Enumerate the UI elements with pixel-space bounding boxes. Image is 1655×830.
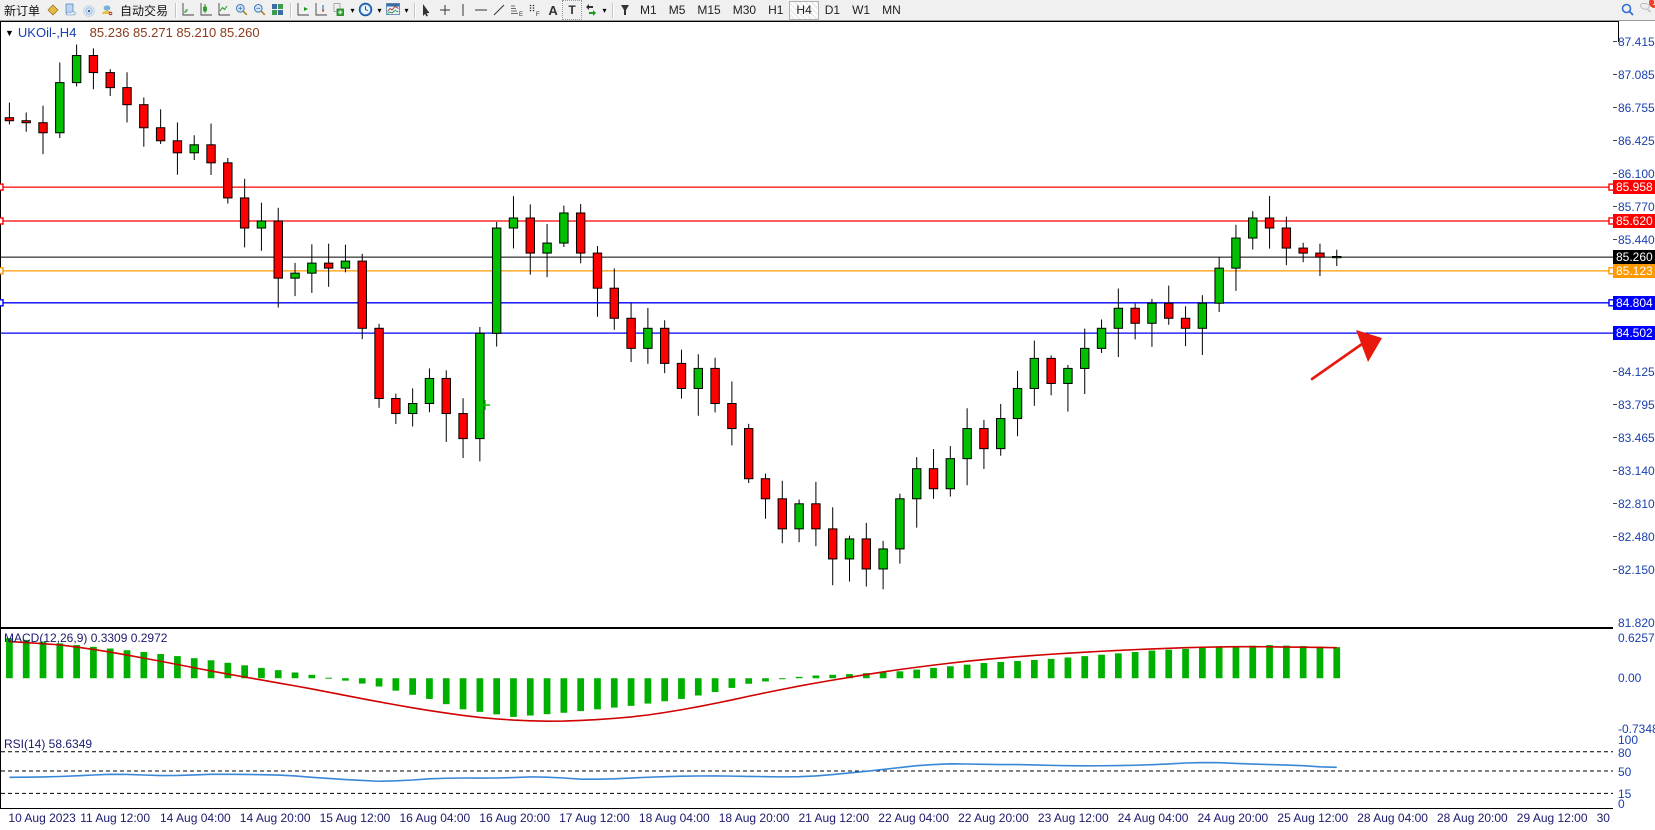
svg-text:F: F bbox=[536, 12, 540, 18]
svg-text:E: E bbox=[519, 12, 523, 18]
